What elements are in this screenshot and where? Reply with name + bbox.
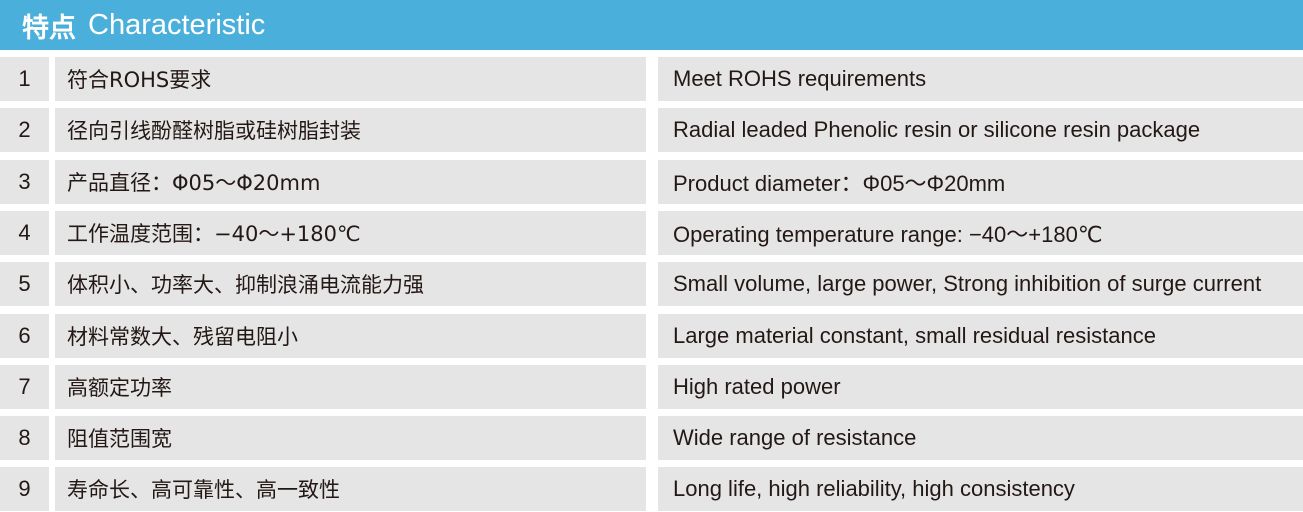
table-row: 9 寿命长、高可靠性、高一致性 Long life, high reliabilit…: [0, 467, 1303, 512]
feature-en: Meet ROHS requirements: [658, 57, 1303, 101]
table-row: 4 工作温度范围：−40～+180℃ Operating temperature r…: [0, 210, 1303, 255]
section-header: 特点 Characteristic: [0, 0, 1303, 50]
table-row: 7 高额定功率 High rated power: [0, 364, 1303, 409]
row-number: 5: [0, 262, 49, 307]
feature-en: Small volume, large power, Strong inhibi…: [658, 262, 1303, 307]
feature-zh: 高额定功率: [55, 364, 646, 409]
row-number: 4: [0, 210, 49, 255]
feature-zh: 产品直径：Φ05～Φ20mm: [55, 159, 646, 204]
feature-en: Large material constant, small residual …: [658, 313, 1303, 358]
feature-zh: 径向引线酚醛树脂或硅树脂封装: [55, 108, 646, 153]
feature-zh: 寿命长、高可靠性、高一致性: [55, 467, 646, 512]
table-row: 6 材料常数大、残留电阻小 Large material constant, sma…: [0, 313, 1303, 358]
table-row: 8 阻值范围宽 Wide range of resistance: [0, 416, 1303, 461]
row-number: 7: [0, 364, 49, 409]
feature-zh: 阻值范围宽: [55, 416, 646, 461]
row-number: 8: [0, 416, 49, 461]
row-number: 2: [0, 108, 49, 153]
feature-en: Long life, high reliability, high consis…: [658, 467, 1303, 512]
row-number: 1: [0, 57, 49, 101]
table-row: 5 体积小、功率大、抑制浪涌电流能力强 Small volume, large po…: [0, 262, 1303, 307]
feature-en: High rated power: [658, 364, 1303, 409]
row-number: 3: [0, 159, 49, 204]
feature-en: Operating temperature range: −40～+180℃: [658, 210, 1303, 255]
feature-en: Wide range of resistance: [658, 416, 1303, 461]
feature-zh: 体积小、功率大、抑制浪涌电流能力强: [55, 262, 646, 307]
feature-en: Radial leaded Phenolic resin or silicone…: [658, 108, 1303, 153]
table-row: 3 产品直径：Φ05～Φ20mm Product diameter：Φ05～Φ20m…: [0, 159, 1303, 204]
feature-zh: 符合ROHS要求: [55, 57, 646, 101]
header-title-en: Characteristic: [88, 8, 266, 41]
table-row: 1 符合ROHS要求 Meet ROHS requirements: [0, 57, 1303, 101]
header-title-zh: 特点: [22, 12, 76, 44]
feature-zh: 工作温度范围：−40～+180℃: [55, 210, 646, 255]
feature-zh: 材料常数大、残留电阻小: [55, 313, 646, 358]
table-row: 2 径向引线酚醛树脂或硅树脂封装 Radial leaded Phenolic re…: [0, 108, 1303, 153]
feature-en: Product diameter：Φ05～Φ20mm: [658, 159, 1303, 204]
row-number: 6: [0, 313, 49, 358]
row-number: 9: [0, 467, 49, 512]
